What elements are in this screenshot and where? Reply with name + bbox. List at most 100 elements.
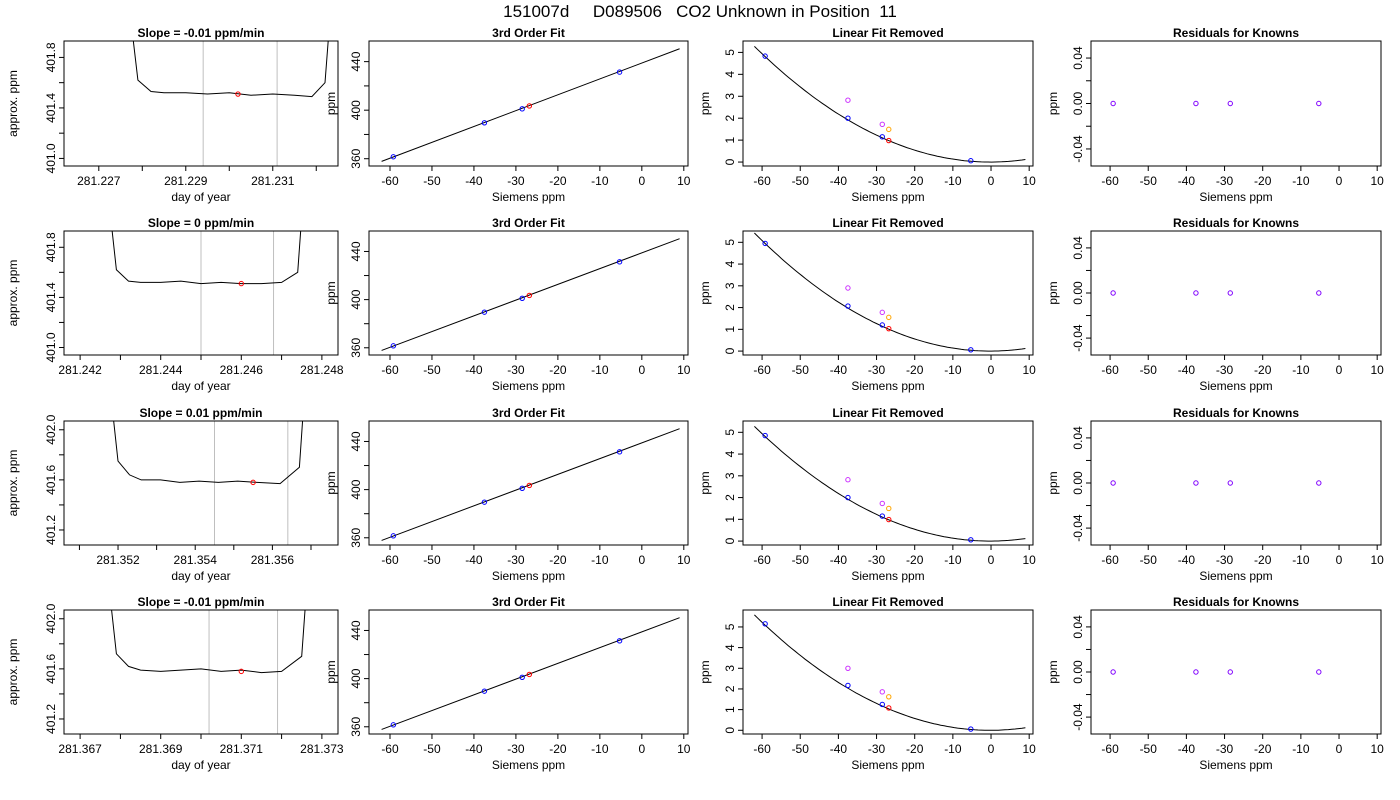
x-tick-label: -60 bbox=[753, 742, 771, 756]
y-tick-label: 360 bbox=[349, 148, 363, 168]
y-tick-label: 5 bbox=[723, 239, 737, 246]
panel-0-0: Slope = -0.01 ppm/min 281.227 281.229 281.2… bbox=[6, 26, 339, 204]
data-point-magenta bbox=[879, 500, 885, 507]
x-tick-label: -10 bbox=[944, 363, 962, 377]
x-tick-label: 0 bbox=[988, 174, 995, 188]
data-point-orange bbox=[886, 314, 892, 321]
y-axis-label: ppm bbox=[324, 471, 338, 494]
x-tick-label: -30 bbox=[507, 174, 525, 188]
x-axis-label: Siemens ppm bbox=[492, 379, 565, 393]
x-tick-label: 281.227 bbox=[77, 174, 121, 188]
plot-frame bbox=[1090, 420, 1382, 546]
plot-area bbox=[113, 421, 304, 545]
data-point-blue bbox=[481, 309, 488, 315]
x-tick-label: -10 bbox=[591, 174, 609, 188]
plot-area bbox=[132, 41, 329, 166]
data-point-red bbox=[526, 671, 533, 678]
data-point-blue bbox=[968, 726, 974, 732]
y-tick-label: 402.0 bbox=[44, 414, 58, 444]
data-point-blue bbox=[519, 674, 525, 680]
plot-area bbox=[1110, 480, 1322, 486]
x-tick-label: 10 bbox=[1371, 553, 1385, 567]
plot-area bbox=[1110, 290, 1322, 296]
x-axis-label: Siemens ppm bbox=[851, 190, 924, 204]
x-tick-label: 10 bbox=[1023, 742, 1037, 756]
plot-frame bbox=[368, 230, 689, 356]
x-tick-label: -20 bbox=[549, 174, 567, 188]
plot-area bbox=[754, 614, 1026, 732]
data-point-purple bbox=[1110, 290, 1116, 296]
y-tick-label: 400 bbox=[349, 668, 363, 688]
x-tick-label: 0 bbox=[1336, 742, 1343, 756]
data-point-purple bbox=[1316, 480, 1322, 486]
data-point-magenta bbox=[879, 121, 885, 128]
x-tick-label: 281.231 bbox=[251, 174, 295, 188]
y-axis-label: ppm bbox=[324, 92, 338, 115]
y-tick-label: -0.04 bbox=[1071, 514, 1085, 542]
panel-2-1: 3rd Order Fit -60 -50 -40 -30 -20 -10 0 10 360 400… bbox=[324, 406, 691, 583]
panel-title: Residuals for Knowns bbox=[1173, 595, 1299, 609]
x-axis-label: Siemens ppm bbox=[851, 758, 924, 772]
y-tick-label: 360 bbox=[349, 527, 363, 547]
plot-frame bbox=[63, 609, 339, 735]
x-tick-label: -40 bbox=[830, 174, 848, 188]
plot-area bbox=[381, 48, 680, 162]
x-tick-label: -60 bbox=[1101, 553, 1119, 567]
y-tick-label: 401.2 bbox=[44, 515, 58, 545]
panel-1-3: Residuals for Knowns -60 -50 -40 -30 -20 -10 0 1… bbox=[1046, 216, 1384, 393]
plot-area bbox=[1110, 669, 1322, 675]
y-axis-label: ppm bbox=[698, 281, 712, 304]
y-tick-label: 4 bbox=[723, 71, 737, 78]
x-tick-label: 0 bbox=[988, 363, 995, 377]
x-tick-label: 281.369 bbox=[139, 742, 183, 756]
x-tick-label: -50 bbox=[423, 174, 441, 188]
data-point-orange bbox=[886, 694, 892, 700]
panel-title: Slope = -0.01 ppm/min bbox=[137, 595, 264, 609]
data-point-blue bbox=[616, 69, 623, 75]
x-tick-label: -40 bbox=[1178, 742, 1196, 756]
y-tick-label: 401.6 bbox=[44, 654, 58, 684]
y-tick-label: 4 bbox=[723, 644, 737, 651]
x-tick-label: -50 bbox=[423, 363, 441, 377]
data-point-blue bbox=[845, 494, 851, 501]
y-axis-label: approx. ppm bbox=[6, 639, 20, 706]
x-tick-label: -30 bbox=[868, 363, 886, 377]
y-tick-label: 401.4 bbox=[44, 282, 58, 312]
x-tick-label: 0 bbox=[988, 742, 995, 756]
x-tick-label: -20 bbox=[1254, 553, 1272, 567]
x-tick-label: -30 bbox=[1216, 742, 1234, 756]
series-line bbox=[111, 231, 302, 285]
x-tick-label: 10 bbox=[677, 553, 691, 567]
y-tick-label: 0.04 bbox=[1071, 615, 1085, 639]
y-tick-label: 360 bbox=[349, 716, 363, 736]
data-point-red bbox=[238, 668, 244, 675]
data-point-blue bbox=[481, 499, 488, 505]
x-tick-label: 281.356 bbox=[251, 553, 295, 567]
fit-curve bbox=[754, 232, 1026, 352]
panel-title: Linear Fit Removed bbox=[832, 595, 943, 609]
x-tick-label: -50 bbox=[423, 553, 441, 567]
y-axis-label: approx. ppm bbox=[6, 70, 20, 137]
y-axis-label: ppm bbox=[698, 92, 712, 115]
y-tick-label: 5 bbox=[723, 623, 737, 630]
y-tick-label: 401.0 bbox=[44, 143, 58, 173]
x-tick-label: -10 bbox=[591, 742, 609, 756]
x-axis-label: day of year bbox=[171, 569, 230, 583]
x-tick-label: 10 bbox=[1023, 553, 1037, 567]
x-axis-label: day of year bbox=[171, 379, 230, 393]
x-axis-label: Siemens ppm bbox=[492, 758, 565, 772]
data-point-blue bbox=[762, 240, 768, 247]
x-tick-label: 10 bbox=[1371, 174, 1385, 188]
x-tick-label: -30 bbox=[507, 553, 525, 567]
y-tick-label: -0.04 bbox=[1071, 135, 1085, 163]
y-tick-label: 2 bbox=[723, 304, 737, 311]
plot-frame bbox=[1090, 609, 1382, 735]
fit-line bbox=[381, 428, 680, 541]
x-axis-label: Siemens ppm bbox=[492, 190, 565, 204]
y-axis-label: approx. ppm bbox=[6, 260, 20, 327]
fit-curve bbox=[754, 426, 1026, 542]
data-point-purple bbox=[1227, 100, 1233, 107]
y-tick-label: 440 bbox=[349, 241, 363, 261]
y-tick-label: 401.8 bbox=[44, 42, 58, 72]
